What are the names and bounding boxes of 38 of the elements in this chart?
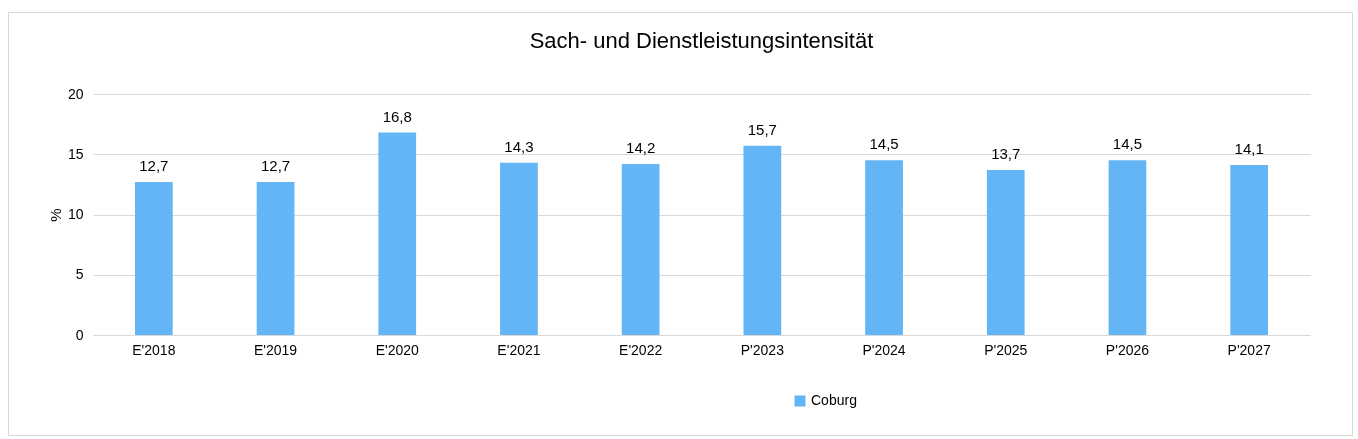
x-tick-label: P'2023 — [740, 341, 785, 358]
y-tick-label: 20 — [67, 85, 84, 102]
x-tick-label: E'2022 — [619, 341, 663, 358]
x-tick-label: E'2020 — [375, 341, 420, 358]
bar — [500, 162, 538, 335]
data-label: 14,5 — [869, 135, 899, 153]
bar — [865, 160, 903, 335]
data-label: 14,1 — [1234, 140, 1264, 158]
data-label: 16,8 — [382, 107, 412, 125]
data-label: 13,7 — [991, 144, 1021, 162]
data-label: 14,5 — [1112, 135, 1143, 153]
bar — [256, 181, 295, 335]
x-tick-label: P'2026 — [1105, 341, 1150, 358]
x-tick-label: E'2019 — [253, 341, 298, 358]
data-label: 14,2 — [626, 138, 656, 156]
data-label: 14,3 — [504, 137, 534, 155]
y-tick-label: 15 — [67, 145, 84, 162]
x-tick-label: E'2018 — [132, 341, 176, 358]
chart-title: Sach- und Dienstleistungsintensität — [529, 28, 874, 53]
x-tick-label: P'2024 — [862, 341, 906, 358]
bar — [986, 169, 1025, 335]
x-tick-label: E'2021 — [497, 341, 541, 358]
bar — [134, 181, 173, 335]
y-tick-label: 10 — [67, 206, 84, 222]
x-tick-label: P'2025 — [984, 341, 1028, 358]
data-label: 12,7 — [260, 156, 291, 174]
bar — [1108, 160, 1147, 335]
x-tick-label: P'2027 — [1227, 341, 1271, 358]
legend-label: Coburg — [811, 392, 857, 408]
data-label: 15,7 — [747, 120, 777, 138]
data-label: 12,7 — [139, 156, 169, 174]
y-tick-label: 0 — [75, 326, 84, 343]
bar — [621, 163, 660, 335]
bar — [743, 145, 782, 335]
bar — [1230, 165, 1269, 335]
y-tick-label: 5 — [75, 266, 84, 283]
y-axis-title: % — [46, 208, 64, 222]
bar — [378, 132, 417, 335]
